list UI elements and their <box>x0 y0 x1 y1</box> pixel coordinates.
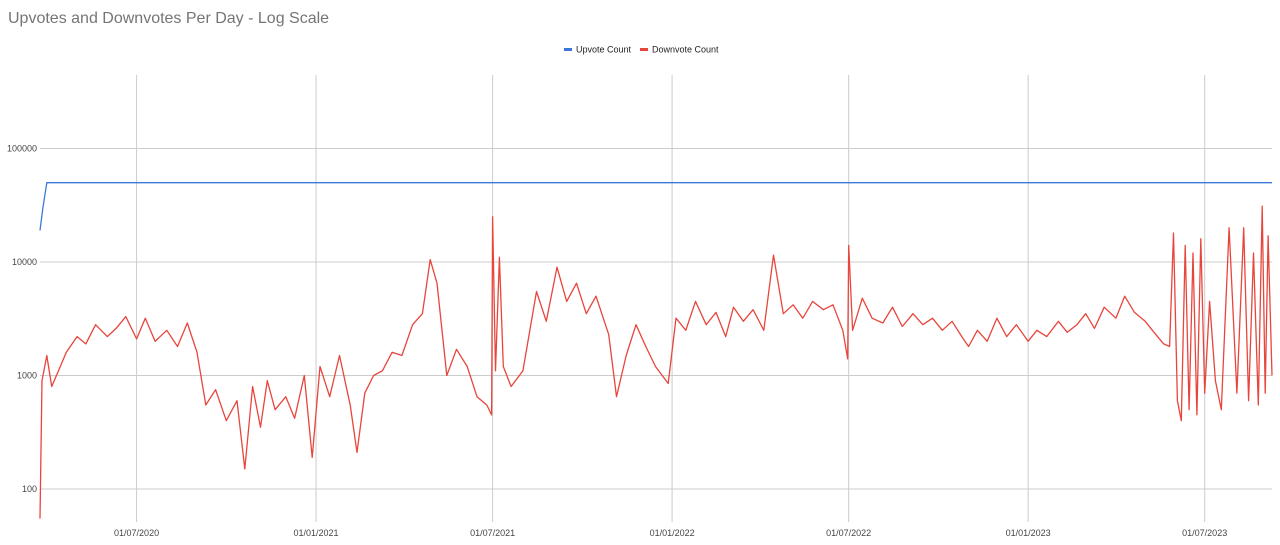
x-axis-ticks: 01/07/2020 01/01/2021 01/07/2021 01/01/2022… <box>114 528 1227 538</box>
x-tick-label: 01/01/2023 <box>1006 528 1051 538</box>
y-axis-ticks: 100 1000 10000 100000 <box>7 144 37 495</box>
x-tick-label: 01/07/2021 <box>470 528 515 538</box>
y-tick-label: 100000 <box>7 144 37 154</box>
x-tick-label: 01/07/2022 <box>826 528 871 538</box>
y-tick-label: 10000 <box>12 257 37 267</box>
downvote-series-line <box>39 205 1273 519</box>
horizontal-gridlines <box>40 148 1272 490</box>
y-tick-label: 100 <box>22 484 37 494</box>
legend: Upvote Count Downvote Count <box>564 45 719 55</box>
x-tick-label: 01/01/2021 <box>294 528 339 538</box>
upvote-series-line <box>39 182 1272 231</box>
x-tick-label: 01/07/2020 <box>114 528 159 538</box>
legend-label-downvote: Downvote Count <box>652 45 719 55</box>
legend-label-upvote: Upvote Count <box>576 45 632 55</box>
y-tick-label: 1000 <box>17 371 37 381</box>
chart-title: Upvotes and Downvotes Per Day - Log Scal… <box>8 10 329 27</box>
x-tick-label: 01/07/2023 <box>1182 528 1227 538</box>
x-tick-label: 01/01/2022 <box>650 528 695 538</box>
vertical-gridlines <box>136 75 1206 522</box>
